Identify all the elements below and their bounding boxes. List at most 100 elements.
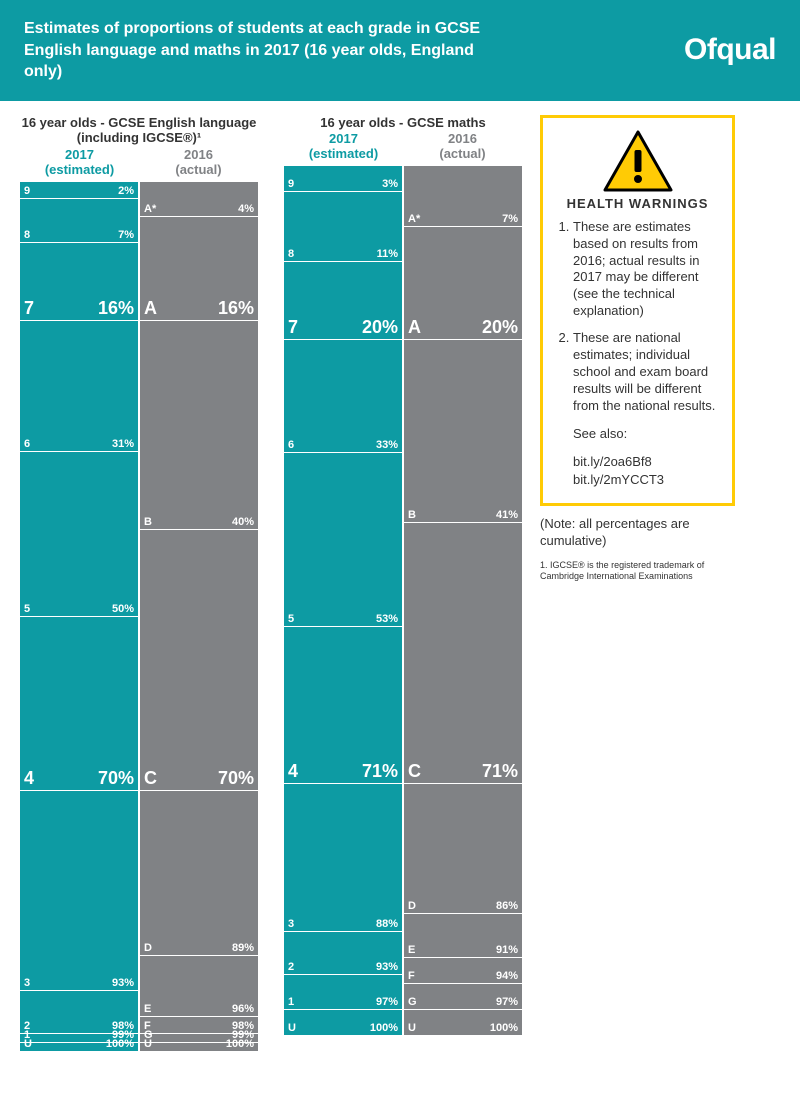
grade-segment: 388% <box>284 783 402 931</box>
igcse-footnote: 1. IGCSE® is the registered trademark of… <box>540 560 735 582</box>
grade-label: 5 <box>24 603 30 615</box>
grade-column: 92%87%716%631%550%470%393%298%199%U100% <box>20 181 138 1051</box>
grade-segment: 6 33% <box>284 339 402 452</box>
year-label-right: 2016(actual) <box>139 148 258 181</box>
grade-segment: 811% <box>284 191 402 261</box>
grade-segment: E91% <box>404 913 522 957</box>
grade-percent: 53% <box>376 613 398 625</box>
grade-percent: 96% <box>232 1003 254 1015</box>
grade-segment: 4 71% <box>284 626 402 783</box>
grade-percent: 16% <box>218 298 254 319</box>
cumulative-note: (Note: all percentages are cumulative) <box>540 516 735 550</box>
grade-percent: 89% <box>232 942 254 954</box>
grade-percent: 71% <box>482 761 518 782</box>
grade-label: F <box>408 970 415 982</box>
grade-percent: 94% <box>496 970 518 982</box>
grade-segment: G 97% <box>404 983 522 1009</box>
grade-segment: A*4% <box>140 181 258 216</box>
grade-segment: 2 93% <box>284 931 402 975</box>
grade-column: A*4%A16%B40%C70%D89%E96%F98%G99%U100% <box>140 181 258 1051</box>
grade-label: A <box>144 298 157 319</box>
grade-column: 93%811%720%633%553%471%388%293%197%U100% <box>284 165 402 1035</box>
grade-label: 8 <box>24 229 30 241</box>
warning-link[interactable]: bit.ly/2oa6Bf8 <box>573 453 720 471</box>
chart-pair: 16 year olds - GCSE maths2017(estimated)… <box>284 115 522 1051</box>
grade-percent: 3% <box>382 178 398 190</box>
grade-segment: U100% <box>20 1042 138 1051</box>
chart-pair: 16 year olds - GCSE English language (in… <box>20 115 258 1051</box>
grade-segment: U100% <box>140 1042 258 1051</box>
year-label-left: 2017(estimated) <box>20 148 139 181</box>
grade-percent: 86% <box>496 900 518 912</box>
grade-label: 6 <box>24 438 30 450</box>
grade-segment: C 71% <box>404 522 522 783</box>
grade-segment: A 16% <box>140 216 258 320</box>
grade-segment: D86% <box>404 783 522 914</box>
grade-percent: 97% <box>376 996 398 1008</box>
warning-link[interactable]: bit.ly/2mYCCT3 <box>573 471 720 489</box>
grade-segment: E96% <box>140 955 258 1016</box>
grade-percent: 100% <box>370 1022 398 1034</box>
grade-label: C <box>408 761 421 782</box>
grade-percent: 41% <box>496 509 518 521</box>
grade-segment: 8 7% <box>20 198 138 242</box>
health-warnings-box: HEALTH WARNINGS These are estimates base… <box>540 115 735 506</box>
grade-segment: F 94% <box>404 957 522 983</box>
main-content: 16 year olds - GCSE English language (in… <box>0 101 800 1061</box>
grade-label: G <box>408 996 417 1008</box>
grade-label: 7 <box>288 317 298 338</box>
grade-percent: 16% <box>98 298 134 319</box>
grade-label: 7 <box>24 298 34 319</box>
grade-percent: 100% <box>226 1038 254 1050</box>
page-header: Estimates of proportions of students at … <box>0 0 800 101</box>
grade-label: 6 <box>288 439 294 451</box>
grade-percent: 7% <box>118 229 134 241</box>
grade-segment: 298% <box>20 990 138 1034</box>
warnings-see-also: See also: bit.ly/2oa6Bf8bit.ly/2mYCCT3 <box>573 425 720 490</box>
grade-percent: 97% <box>496 996 518 1008</box>
grade-percent: 20% <box>482 317 518 338</box>
grade-segment: 720% <box>284 261 402 339</box>
grade-segment: C 70% <box>140 529 258 790</box>
grade-percent: 93% <box>376 961 398 973</box>
year-label-right: 2016(actual) <box>403 132 522 165</box>
ofqual-logo: Ofqual <box>684 33 776 67</box>
warning-item: These are estimates based on results fro… <box>573 219 720 320</box>
grade-percent: 100% <box>106 1038 134 1050</box>
grade-label: 5 <box>288 613 294 625</box>
grade-label: B <box>408 509 416 521</box>
grade-percent: 70% <box>218 768 254 789</box>
grade-percent: 100% <box>490 1022 518 1034</box>
grade-label: 9 <box>288 178 294 190</box>
grade-segment: 5 53% <box>284 452 402 626</box>
charts-area: 16 year olds - GCSE English language (in… <box>20 115 522 1051</box>
year-label-left: 2017(estimated) <box>284 132 403 165</box>
grade-label: C <box>144 768 157 789</box>
grade-segment: D 89% <box>140 790 258 955</box>
grade-label: 2 <box>288 961 294 973</box>
grade-label: 9 <box>24 185 30 197</box>
see-also-label: See also: <box>573 425 720 443</box>
grade-segment: A 20% <box>404 226 522 339</box>
grade-label: D <box>144 942 152 954</box>
grade-segment: 6 31% <box>20 320 138 451</box>
grade-percent: 40% <box>232 516 254 528</box>
grade-label: 3 <box>24 977 30 989</box>
chart-title: 16 year olds - GCSE English language (in… <box>20 115 258 146</box>
grade-label: A <box>408 317 421 338</box>
grade-label: E <box>408 944 415 956</box>
grade-segment: U100% <box>284 1009 402 1035</box>
grade-percent: 71% <box>362 761 398 782</box>
grade-percent: 31% <box>112 438 134 450</box>
header-title: Estimates of proportions of students at … <box>24 18 504 83</box>
grade-label: 4 <box>288 761 298 782</box>
grade-percent: 93% <box>112 977 134 989</box>
grade-segment: A*7% <box>404 165 522 226</box>
grade-percent: 33% <box>376 439 398 451</box>
grade-label: A* <box>144 203 156 215</box>
grade-percent: 2% <box>118 185 134 197</box>
grade-percent: 88% <box>376 918 398 930</box>
warnings-heading: HEALTH WARNINGS <box>555 196 720 211</box>
grade-segment: U100% <box>404 1009 522 1035</box>
side-panel: HEALTH WARNINGS These are estimates base… <box>540 115 735 582</box>
